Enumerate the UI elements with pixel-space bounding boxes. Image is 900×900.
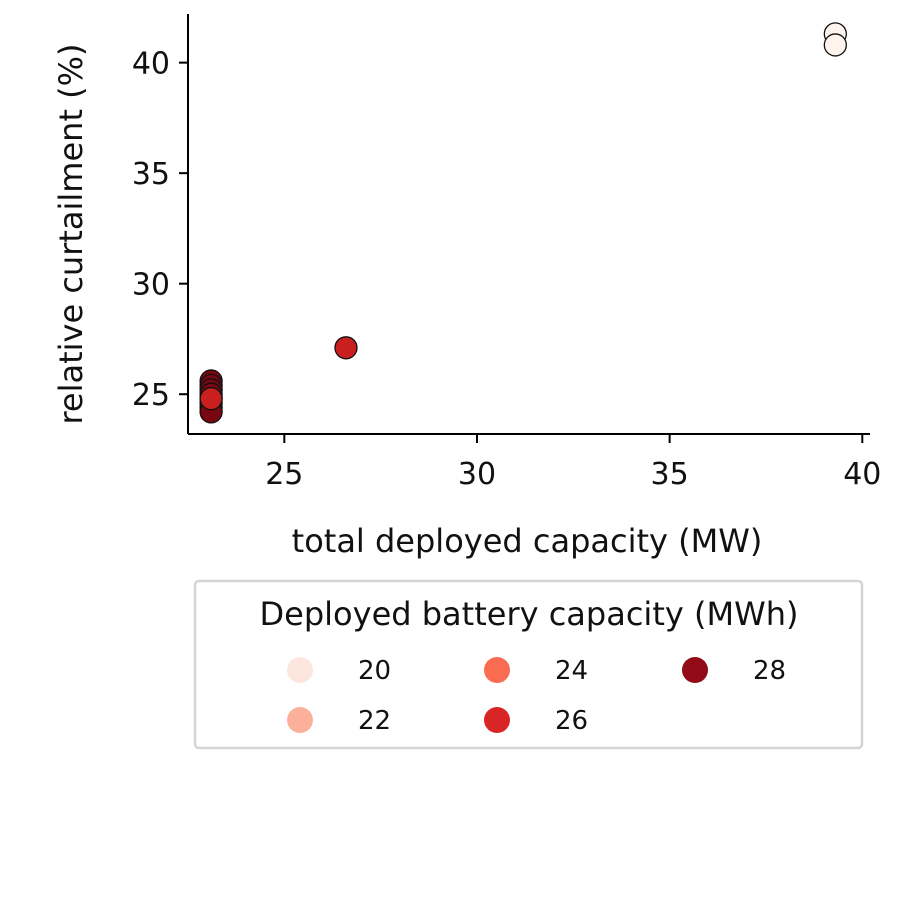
data-point bbox=[199, 386, 223, 411]
legend-marker bbox=[484, 657, 510, 683]
legend-label: 22 bbox=[358, 706, 391, 736]
y-axis-label: relative curtailment (%) bbox=[52, 43, 90, 424]
legend-label: 28 bbox=[753, 656, 786, 686]
data-point bbox=[334, 336, 358, 360]
x-tick-label: 30 bbox=[458, 457, 496, 492]
x-axis-label: total deployed capacity (MW) bbox=[292, 522, 763, 560]
legend: Deployed battery capacity (MWh) 20 22 24 26 2… bbox=[193, 579, 864, 750]
x-tick-label: 25 bbox=[265, 457, 303, 492]
legend-title: Deployed battery capacity (MWh) bbox=[260, 595, 799, 633]
legend-marker bbox=[287, 707, 313, 733]
legend-marker bbox=[682, 657, 708, 683]
data-point bbox=[823, 33, 847, 57]
legend-label: 20 bbox=[358, 656, 391, 686]
legend-box bbox=[193, 579, 864, 750]
axes: 25 30 35 40 25 30 35 40 total deployed capacity … bbox=[52, 14, 881, 560]
legend-label: 24 bbox=[555, 656, 588, 686]
y-tick-label: 40 bbox=[132, 47, 170, 82]
y-tick-label: 35 bbox=[132, 157, 170, 192]
legend-marker bbox=[287, 657, 313, 683]
y-tick-label: 30 bbox=[132, 268, 170, 303]
x-tick-label: 35 bbox=[651, 457, 689, 492]
y-tick-label: 25 bbox=[132, 378, 170, 413]
legend-marker bbox=[484, 707, 510, 733]
x-tick-label: 40 bbox=[843, 457, 881, 492]
data-points bbox=[199, 22, 847, 424]
legend-label: 26 bbox=[555, 706, 588, 736]
